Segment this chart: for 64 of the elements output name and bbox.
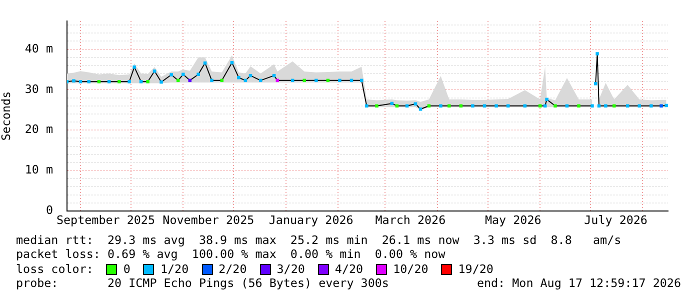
point [210,78,214,82]
point [365,104,368,108]
legend-title: loss color: [16,262,94,276]
y-tick-label: 30 m [24,82,53,96]
point [494,104,498,108]
text: probe: 20 ICMP Echo Pings (56 Bytes) every 300s [16,276,389,291]
point [302,78,306,82]
point [87,80,91,84]
point [594,82,598,86]
x-tick-label: May 2026 [484,213,542,228]
point [596,52,599,56]
y-tick-label: 40 m [24,41,53,56]
legend-label: 1/20 [160,262,189,276]
point [471,104,474,108]
text: end: Mon Aug 17 12:59:17 2026 [476,276,681,291]
legend-label: 19/20 [458,262,494,276]
point [72,79,76,82]
legend-label: 0 [123,262,130,276]
point [650,104,653,108]
point [660,104,663,108]
point [139,80,143,84]
point [97,80,101,84]
x-tick-label: November 2025 [162,213,254,228]
point [664,104,668,108]
point [545,98,548,102]
legend-label: 3/20 [276,262,305,276]
point [146,80,150,84]
x-tick-label: September 2025 [56,213,155,228]
text: packet loss: 0.69 % avg 100.00 % max 0.00 % min 0.00 % now [16,247,446,262]
point [196,72,200,76]
legend-label: 4/20 [334,262,364,276]
x-tick-label: July 2026 [584,213,648,228]
point [78,80,82,84]
y-tick-label: 10 m [24,162,53,177]
point [170,73,173,76]
point [414,102,418,106]
point [152,70,156,73]
point [160,80,163,84]
point [314,78,318,82]
x-tick-label: January 2026 [268,213,354,228]
point [182,72,185,76]
point [554,104,557,108]
point [338,78,342,82]
point [230,61,234,64]
point [439,104,442,108]
y-tick-label: 20 m [24,122,53,136]
legend-label: 10/20 [393,262,428,276]
point [577,104,580,108]
point [237,76,240,80]
y-axis-title: Seconds [0,91,14,141]
point [604,104,608,108]
y-tick-label: 0 [46,203,53,218]
point [132,65,136,69]
point [107,80,111,84]
x-tick-label: March 2026 [375,213,446,228]
point [118,80,121,84]
point [448,104,451,108]
point [418,108,422,111]
text: median rtt: 29.3 ms avg 38.9 ms max 25.2 ms min 26.1 ms now 3.3 ms sd 8.8 am/s [16,233,622,248]
point [590,104,594,108]
legend-label: 2/20 [218,262,247,276]
point [128,80,131,84]
point [375,104,378,108]
point [612,104,616,108]
